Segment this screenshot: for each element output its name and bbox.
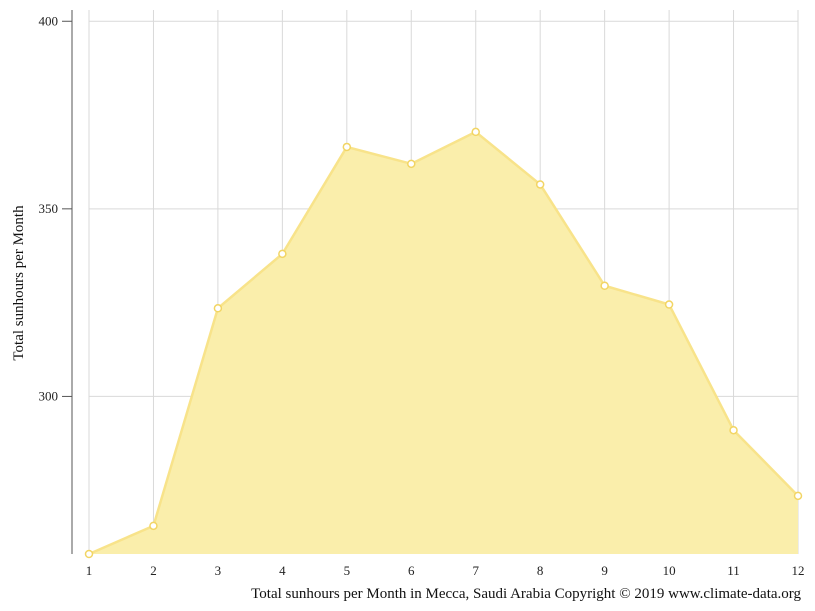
y-axis-label: Total sunhours per Month xyxy=(11,205,27,361)
data-markers xyxy=(84,127,803,559)
x-tick-label: 11 xyxy=(727,563,740,578)
data-point xyxy=(407,159,416,169)
data-point xyxy=(149,521,158,531)
y-tick-label: 350 xyxy=(39,201,59,216)
data-point xyxy=(471,127,480,137)
x-tick-label: 1 xyxy=(86,563,93,578)
data-point xyxy=(729,425,738,435)
data-point xyxy=(600,281,609,291)
x-tick-label: 6 xyxy=(408,563,415,578)
axis-labels: Total sunhours per Month Total sunhours … xyxy=(11,13,805,602)
axes xyxy=(62,10,73,554)
data-point xyxy=(278,249,287,259)
data-point xyxy=(213,304,223,313)
data-point xyxy=(342,142,352,152)
area-fill xyxy=(89,131,798,554)
x-tick-label: 8 xyxy=(537,563,544,578)
x-tick-label: 4 xyxy=(279,563,286,578)
y-tick-label: 300 xyxy=(39,388,59,403)
y-tick-label: 400 xyxy=(39,13,59,28)
x-tick-label: 9 xyxy=(601,563,608,578)
data-point xyxy=(535,180,545,189)
x-tick-label: 10 xyxy=(663,563,676,578)
data-point xyxy=(793,491,803,501)
area-series xyxy=(88,130,799,556)
x-tick-label: 12 xyxy=(792,563,805,578)
x-tick-label: 5 xyxy=(344,563,351,578)
x-tick-label: 7 xyxy=(472,563,479,578)
x-tick-label: 3 xyxy=(215,563,222,578)
chart-caption: Total sunhours per Month in Mecca, Saudi… xyxy=(251,586,801,602)
data-point xyxy=(664,300,674,309)
series-line xyxy=(88,130,799,556)
data-point xyxy=(84,549,94,559)
x-tick-label: 2 xyxy=(150,563,157,578)
